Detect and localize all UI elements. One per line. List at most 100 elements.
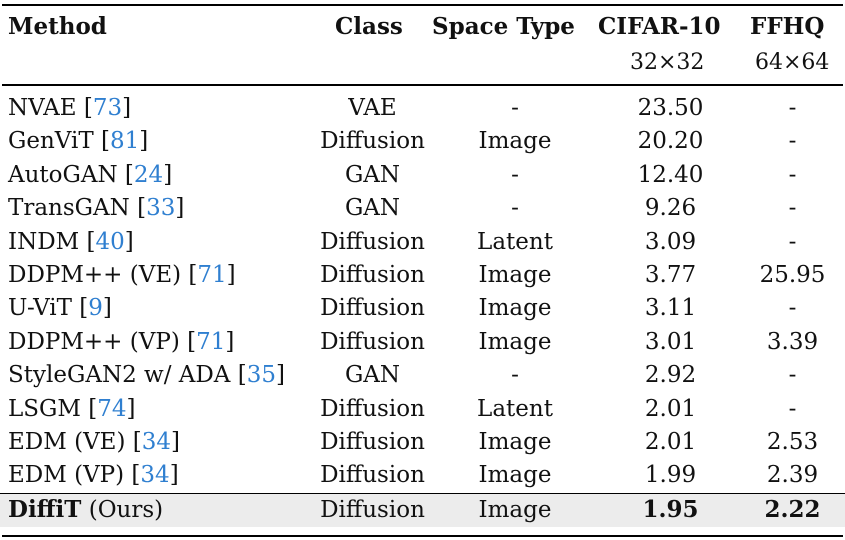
space-type-cell: Image xyxy=(478,261,552,288)
cifar10-fid-cell: 3.09 xyxy=(644,228,697,255)
class-cell: Diffusion xyxy=(320,128,425,155)
method-name: TransGAN [ xyxy=(8,195,147,222)
cifar-resolution: 32×32 xyxy=(630,50,705,75)
citation-close: ] xyxy=(122,95,132,121)
cifar10-fid-cell: 12.40 xyxy=(637,161,704,188)
citation-link[interactable]: 9 xyxy=(88,295,103,322)
space-type-cell: - xyxy=(511,362,519,389)
cifar10-fid-cell: 2.01 xyxy=(644,395,697,422)
cifar10-fid-cell: 3.77 xyxy=(644,261,697,288)
space-type-cell: Latent xyxy=(477,228,553,255)
ffhq-fid-cell: - xyxy=(788,362,797,389)
space-type-cell: Image xyxy=(478,295,552,322)
method-cell: INDM [40] xyxy=(8,227,134,257)
ffhq-fid-cell: - xyxy=(788,128,797,155)
table-row: INDM [40] Diffusion Latent 3.09 - xyxy=(0,226,845,259)
method-name: EDM (VP) [ xyxy=(8,462,141,489)
citation-link[interactable]: 33 xyxy=(146,195,176,222)
citation-close: ] xyxy=(126,395,136,422)
method-name: DiffiT xyxy=(8,495,82,523)
class-cell: GAN xyxy=(344,362,401,389)
header-cifar10: CIFAR-10 xyxy=(598,13,721,40)
citation-close: ] xyxy=(226,261,236,288)
ffhq-fid-cell: 25.95 xyxy=(759,261,826,288)
method-cell: StyleGAN2 w/ ADA [35] xyxy=(8,360,285,390)
method-name: StyleGAN2 w/ ADA [ xyxy=(8,362,247,389)
space-type-cell: Image xyxy=(478,496,552,523)
table-row: GenViT [81] Diffusion Image 20.20 - xyxy=(0,125,845,158)
method-cell: TransGAN [33] xyxy=(8,193,184,223)
class-cell: Diffusion xyxy=(320,462,425,489)
citation-link[interactable]: 35 xyxy=(246,362,276,389)
cifar10-fid-cell: 23.50 xyxy=(637,95,704,121)
method-cell: EDM (VE) [34] xyxy=(8,427,180,457)
class-cell: Diffusion xyxy=(320,395,425,422)
table-row: LSGM [74] Diffusion Latent 2.01 - xyxy=(0,393,845,426)
space-type-cell: Image xyxy=(478,428,552,455)
cifar10-fid-cell: 3.11 xyxy=(644,295,697,322)
table-row: U-ViT [9] Diffusion Image 3.11 - xyxy=(0,292,845,325)
table-row: DDPM++ (VP) [71] Diffusion Image 3.01 3.39 xyxy=(0,326,845,359)
header-method: Method xyxy=(8,13,107,40)
method-name: EDM (VE) [ xyxy=(8,428,142,455)
citation-link[interactable]: 24 xyxy=(133,161,164,188)
citation-link[interactable]: 81 xyxy=(109,128,140,155)
header-class: Class xyxy=(335,13,403,40)
method-cell: GenViT [81] xyxy=(8,126,148,156)
space-type-cell: Latent xyxy=(477,395,553,422)
method-name: AutoGAN [ xyxy=(8,161,134,188)
table-row: DDPM++ (VE) [71] Diffusion Image 3.77 25.95 xyxy=(0,259,845,292)
class-cell: GAN xyxy=(344,195,401,222)
citation-close: ] xyxy=(175,195,185,222)
table-row: TransGAN [33] GAN - 9.26 - xyxy=(0,192,845,225)
citation-link[interactable]: 34 xyxy=(140,462,170,489)
space-type-cell: Image xyxy=(478,128,552,155)
space-type-cell: - xyxy=(511,161,519,188)
citation-close: ] xyxy=(276,362,285,389)
space-type-cell: - xyxy=(511,95,519,121)
ffhq-resolution: 64×64 xyxy=(755,50,830,75)
header-rule xyxy=(2,84,843,86)
citation-link[interactable]: 34 xyxy=(141,428,172,455)
table-body: NVAE [73] VAE -23.50- GenViT [81] Diffusion I… xyxy=(0,92,845,528)
method-cell: LSGM [74] xyxy=(8,394,136,424)
class-cell: Diffusion xyxy=(320,496,425,523)
method-name: DDPM++ (VP) [ xyxy=(8,328,197,355)
header-ffhq: FFHQ xyxy=(750,13,825,40)
cifar10-fid-cell: 1.95 xyxy=(642,495,699,523)
method-cell: DiffiT (Ours) xyxy=(8,495,163,525)
method-name: GenViT [ xyxy=(8,128,110,155)
citation-link[interactable]: 71 xyxy=(197,261,227,288)
citation-link[interactable]: 71 xyxy=(196,328,226,355)
ffhq-fid-cell: - xyxy=(788,228,797,255)
table-row: EDM (VE) [34] Diffusion Image 2.01 2.53 xyxy=(0,426,845,459)
class-cell: Diffusion xyxy=(320,295,425,322)
table-row: EDM (VP) [34] Diffusion Image 1.99 2.39 xyxy=(0,459,845,492)
method-suffix: (Ours) xyxy=(81,496,164,523)
ours-row: DiffiT (Ours) Diffusion Image 1.95 2.22 xyxy=(0,492,845,528)
method-cell: DDPM++ (VP) [71] xyxy=(8,327,234,357)
citation-close: ] xyxy=(171,428,180,455)
ffhq-fid-cell: 2.22 xyxy=(764,495,821,523)
cifar10-fid-cell: 2.01 xyxy=(644,428,697,455)
header-space-type: Space Type xyxy=(432,13,575,40)
cifar10-fid-cell: 1.99 xyxy=(644,462,697,489)
ffhq-fid-cell: - xyxy=(788,295,797,322)
citation-link[interactable]: 40 xyxy=(95,228,125,255)
top-rule xyxy=(2,4,843,6)
class-cell: VAE xyxy=(348,95,397,121)
ffhq-fid-cell: - xyxy=(788,161,797,188)
method-name: INDM [ xyxy=(8,228,96,255)
citation-link[interactable]: 73 xyxy=(92,95,123,121)
space-type-cell: Image xyxy=(478,328,552,355)
citation-close: ] xyxy=(139,128,149,155)
citation-link[interactable]: 74 xyxy=(97,395,127,422)
table-row: StyleGAN2 w/ ADA [35] GAN - 2.92 - xyxy=(0,359,845,392)
table-row: NVAE [73] VAE - 23.50 - xyxy=(0,92,845,125)
ffhq-fid-cell: - xyxy=(788,395,797,422)
class-cell: Diffusion xyxy=(320,261,425,288)
cifar10-fid-cell: 9.26 xyxy=(644,195,697,222)
class-cell: Diffusion xyxy=(320,328,425,355)
ffhq-fid-cell: 2.53 xyxy=(766,428,819,455)
